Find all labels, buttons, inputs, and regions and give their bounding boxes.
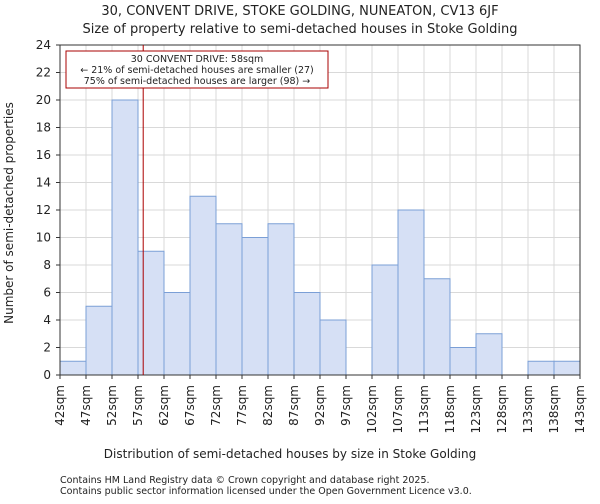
footer-line-1: Contains HM Land Registry data © Crown c… — [60, 475, 430, 486]
bar-113sqm — [423, 278, 451, 376]
footer-line-2: Contains public sector information licen… — [60, 486, 472, 497]
chart-title: 30, CONVENT DRIVE, STOKE GOLDING, NUNEAT… — [101, 4, 498, 19]
bar-77sqm — [241, 237, 269, 376]
bar-47sqm — [85, 305, 113, 376]
x-tick-label: 143sqm — [573, 385, 587, 433]
bars — [59, 99, 581, 376]
y-tick-label: 14 — [36, 176, 51, 190]
bar-67sqm — [189, 195, 217, 376]
x-tick-label: 47sqm — [79, 385, 93, 426]
bar-133sqm — [527, 360, 555, 376]
x-tick-label: 72sqm — [209, 385, 223, 426]
y-tick-label: 16 — [36, 148, 51, 162]
chart-subtitle: Size of property relative to semi-detach… — [82, 22, 517, 37]
x-tick-label: 113sqm — [417, 385, 431, 433]
bar-42sqm — [59, 360, 87, 376]
x-tick-label: 82sqm — [261, 385, 275, 426]
y-tick-label: 6 — [43, 286, 51, 300]
x-axis-ticks: 42sqm 47sqm 52sqm 57sqm 62sqm 67sqm 72sqm 77sqm… — [53, 375, 587, 433]
bar-87sqm — [293, 292, 321, 376]
x-tick-label: 138sqm — [547, 385, 561, 433]
x-tick-label: 133sqm — [521, 385, 535, 433]
bar-52sqm — [111, 99, 139, 376]
x-tick-label: 107sqm — [391, 385, 405, 433]
y-axis-label: Number of semi-detached properties — [2, 102, 16, 324]
y-tick-label: 24 — [36, 38, 51, 52]
y-tick-label: 20 — [36, 93, 51, 107]
y-tick-label: 8 — [43, 258, 51, 272]
bar-57sqm — [137, 250, 165, 376]
x-tick-label: 77sqm — [235, 385, 249, 426]
x-tick-label: 52sqm — [105, 385, 119, 426]
plot-frame — [59, 44, 581, 376]
bar-82sqm — [267, 223, 295, 376]
x-tick-label: 118sqm — [443, 385, 457, 433]
bar-123sqm — [475, 333, 503, 376]
y-tick-label: 0 — [43, 368, 51, 382]
x-tick-label: 123sqm — [469, 385, 483, 433]
bar-107sqm — [397, 209, 425, 376]
y-tick-label: 12 — [36, 203, 51, 217]
bar-138sqm — [553, 360, 581, 376]
x-axis-label: Distribution of semi-detached houses by … — [104, 447, 476, 461]
x-tick-label: 57sqm — [131, 385, 145, 426]
x-tick-label: 62sqm — [157, 385, 171, 426]
x-tick-label: 97sqm — [339, 385, 353, 426]
annotation-line-3: 75% of semi-detached houses are larger (… — [84, 76, 311, 87]
y-tick-label: 4 — [43, 313, 51, 327]
bar-118sqm — [449, 347, 477, 376]
annotation-line-1: 30 CONVENT DRIVE: 58sqm — [131, 54, 264, 65]
annotation-line-2: ← 21% of semi-detached houses are smalle… — [80, 65, 314, 76]
annotation-box: 30 CONVENT DRIVE: 58sqm ← 21% of semi-de… — [65, 50, 329, 89]
y-tick-label: 18 — [36, 121, 51, 135]
y-tick-label: 22 — [36, 66, 51, 80]
x-tick-label: 92sqm — [313, 385, 327, 426]
bar-62sqm — [163, 292, 191, 376]
x-tick-label: 87sqm — [287, 385, 301, 426]
x-tick-label: 67sqm — [183, 385, 197, 426]
x-tick-label: 128sqm — [495, 385, 509, 433]
bar-72sqm — [215, 223, 243, 376]
x-tick-label: 42sqm — [53, 385, 67, 426]
y-tick-label: 2 — [43, 341, 51, 355]
bar-92sqm — [319, 319, 347, 376]
y-tick-label: 10 — [36, 231, 51, 245]
annotation-frame — [65, 50, 329, 89]
x-tick-label: 102sqm — [365, 385, 379, 433]
bar-102sqm — [371, 264, 399, 376]
